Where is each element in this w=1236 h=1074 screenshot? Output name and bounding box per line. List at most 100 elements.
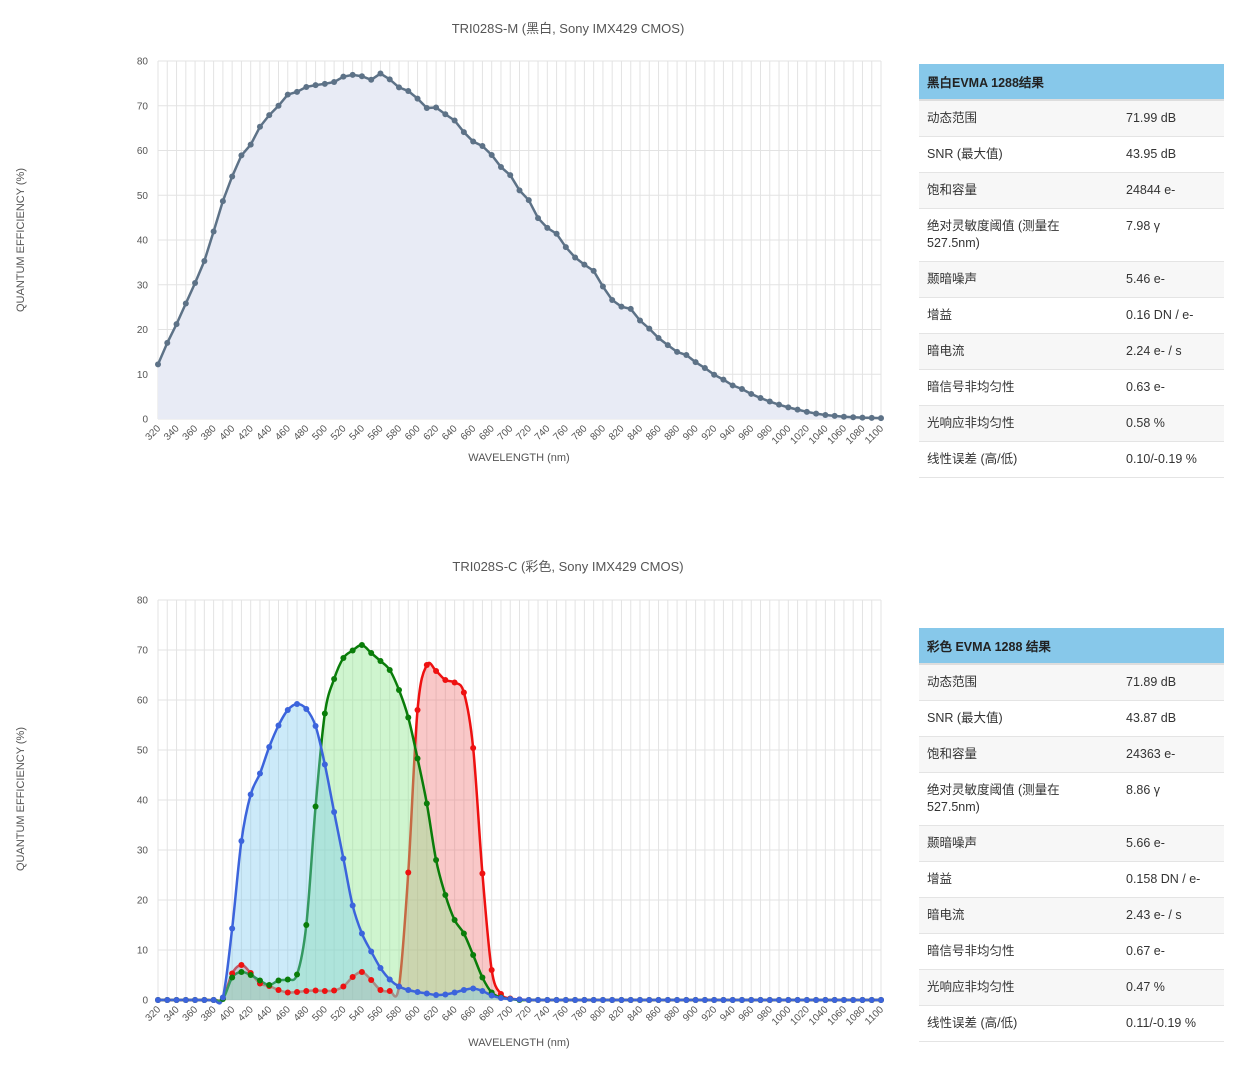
series-area-1 (158, 644, 881, 1001)
data-point (303, 922, 310, 928)
y-tick-label: 40 (137, 796, 149, 807)
row-value: 2.43 e- / s (1118, 897, 1224, 934)
x-tick-label: 1040 (807, 1004, 831, 1028)
row-label: 绝对灵敏度阈值 (测量在527.5nm) (919, 772, 1118, 826)
data-point (284, 91, 291, 98)
data-point (451, 117, 458, 124)
table-row: 饱和容量 24844 e- (919, 172, 1224, 209)
table-row: 绝对灵敏度阈值 (测量在527.5nm) 7.98 γ (919, 208, 1224, 262)
data-point (386, 76, 393, 83)
y-tick-label: 70 (137, 646, 149, 657)
x-tick-label: 900 (681, 423, 701, 443)
table-row: 暗电流 2.43 e- / s (919, 897, 1224, 934)
data-point (488, 151, 495, 158)
y-tick-label: 20 (137, 325, 149, 336)
data-point (599, 283, 606, 290)
data-point (655, 335, 662, 342)
x-tick-label: 680 (477, 423, 497, 443)
data-point (358, 969, 365, 975)
data-point (683, 997, 690, 1003)
data-point (386, 976, 393, 983)
table-row: 绝对灵敏度阈值 (测量在527.5nm) 8.86 γ (919, 772, 1224, 826)
data-point (294, 88, 301, 95)
data-point (433, 668, 440, 674)
table-row: 线性误差 (高/低) 0.11/-0.19 % (919, 1005, 1224, 1042)
row-value: 43.87 dB (1118, 700, 1224, 737)
data-point (414, 989, 421, 995)
x-tick-label: 800 (588, 423, 608, 443)
x-tick-label: 960 (737, 423, 757, 443)
data-point (331, 676, 338, 682)
data-point (757, 997, 764, 1003)
data-point (692, 359, 699, 366)
data-point (201, 258, 208, 265)
y-tick-label: 30 (137, 846, 149, 857)
y-tick-label: 0 (142, 415, 148, 426)
row-value: 0.158 DN / e- (1118, 861, 1224, 898)
data-point (331, 987, 338, 994)
data-point (386, 667, 393, 673)
data-point (497, 164, 504, 171)
data-point (377, 965, 384, 971)
data-point (331, 809, 338, 815)
row-value: 24844 e- (1118, 172, 1224, 209)
data-point (479, 870, 486, 877)
data-point (331, 79, 338, 86)
table-title: 彩色 EVMA 1288 结果 (919, 628, 1224, 665)
x-tick-label: 640 (440, 1004, 460, 1024)
data-point (460, 689, 467, 696)
data-point (247, 972, 254, 978)
data-point (219, 994, 226, 1001)
data-point (757, 394, 764, 401)
y-tick-label: 40 (137, 236, 149, 247)
data-point (396, 84, 402, 91)
data-point (794, 997, 801, 1003)
data-point (321, 988, 328, 994)
x-tick-label: 700 (496, 1004, 516, 1024)
row-value: 0.10/-0.19 % (1118, 441, 1224, 478)
x-tick-label: 620 (422, 423, 442, 443)
row-label: 暗电流 (919, 333, 1118, 370)
data-point (748, 997, 755, 1003)
data-point (238, 152, 245, 159)
data-point (312, 723, 319, 729)
data-point (664, 342, 671, 349)
data-point (275, 102, 282, 109)
data-point (729, 382, 736, 389)
x-tick-label: 320 (144, 1004, 164, 1024)
data-point (442, 991, 449, 998)
data-point (423, 662, 430, 668)
y-tick-label: 50 (137, 191, 149, 202)
table-row: 暗电流 2.24 e- / s (919, 333, 1224, 370)
data-point (423, 104, 430, 111)
data-point (173, 997, 180, 1003)
data-point (878, 997, 884, 1003)
data-point (646, 325, 653, 332)
x-tick-label: 1060 (826, 423, 850, 447)
data-point (813, 410, 820, 417)
row-value: 0.16 DN / e- (1118, 297, 1224, 334)
table-row: 线性误差 (高/低) 0.10/-0.19 % (919, 441, 1224, 478)
data-point (609, 997, 616, 1003)
data-point (581, 261, 588, 268)
data-point (284, 989, 291, 996)
x-tick-label: 1000 (770, 1004, 794, 1028)
x-tick-label: 720 (514, 1004, 534, 1024)
row-label: 增益 (919, 861, 1118, 898)
row-label: 饱和容量 (919, 172, 1118, 209)
x-tick-label: 480 (292, 1004, 312, 1024)
x-tick-label: 1080 (844, 423, 868, 447)
table-row: SNR (最大值) 43.87 dB (919, 700, 1224, 737)
data-point (201, 997, 208, 1003)
data-point (868, 414, 875, 421)
series-area-0 (158, 73, 881, 419)
data-point (507, 996, 514, 1002)
data-point (210, 997, 217, 1003)
row-label: 线性误差 (高/低) (919, 1005, 1118, 1042)
data-point (479, 143, 486, 150)
y-tick-label: 60 (137, 146, 149, 157)
row-label: 线性误差 (高/低) (919, 441, 1118, 478)
x-axis-label: WAVELENGTH (nm) (468, 452, 569, 464)
color-qe-chart: TRI028S-C (彩色, Sony IMX429 CMOS) 0102030… (15, 559, 886, 1049)
data-point (516, 996, 523, 1003)
